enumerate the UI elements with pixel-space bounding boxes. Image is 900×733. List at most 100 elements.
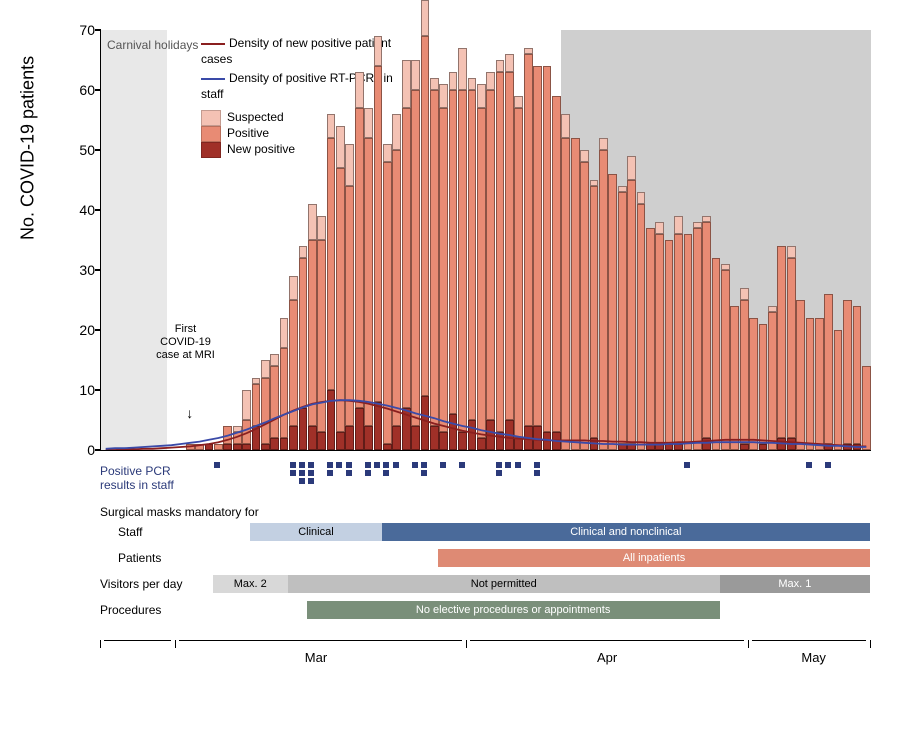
bar <box>336 126 345 450</box>
staff-dot <box>308 478 314 484</box>
y-tick-label: 60 <box>70 82 95 98</box>
masks-heading: Surgical masks mandatory for <box>100 505 259 519</box>
staff-dot <box>214 462 220 468</box>
background-region <box>101 30 167 450</box>
month-label: May <box>801 650 826 665</box>
y-axis-label: No. COVID-19 patients <box>18 56 39 240</box>
staff-dot <box>393 462 399 468</box>
y-tick-label: 10 <box>70 382 95 398</box>
bar <box>740 288 749 450</box>
bar <box>608 174 617 450</box>
bar <box>186 444 195 450</box>
bar <box>552 96 561 450</box>
staff-dot <box>534 470 540 476</box>
bar <box>214 444 223 450</box>
staff-dot <box>496 470 502 476</box>
bar <box>421 0 430 450</box>
bar <box>796 300 805 450</box>
staff-dot <box>327 462 333 468</box>
staff-dot <box>412 462 418 468</box>
staff-dot <box>365 470 371 476</box>
bar <box>590 180 599 450</box>
bar <box>496 60 505 450</box>
bar <box>853 306 862 450</box>
bar <box>637 192 646 450</box>
staff-dot <box>684 462 690 468</box>
staff-dot <box>421 470 427 476</box>
y-tick-label: 70 <box>70 22 95 38</box>
timeline-row-label: Staff <box>118 525 142 539</box>
bar <box>561 114 570 450</box>
bar <box>618 186 627 450</box>
staff-dot <box>825 462 831 468</box>
first-case-annotation: First COVID-19 case at MRI <box>156 323 216 363</box>
bar <box>252 378 261 450</box>
bar <box>627 156 636 450</box>
month-label: Apr <box>597 650 617 665</box>
bar <box>242 390 251 450</box>
plot-area: Carnival holidays Density of new positiv… <box>100 30 871 451</box>
bar <box>702 216 711 450</box>
covid-chart: No. COVID-19 patients Carnival holidays … <box>20 20 880 713</box>
bar <box>759 324 768 450</box>
timeline-bar: No elective procedures or appointments <box>307 601 720 619</box>
staff-dot <box>806 462 812 468</box>
legend-series: Suspected Positive New positive <box>201 110 295 158</box>
bar <box>327 114 336 450</box>
timeline-bar: All inpatients <box>438 549 870 567</box>
month-axis: MarAprMay <box>100 640 870 660</box>
staff-dot <box>299 462 305 468</box>
bar <box>543 66 552 450</box>
bar <box>345 144 354 450</box>
bar <box>514 96 523 450</box>
bar <box>383 144 392 450</box>
bar <box>693 222 702 450</box>
y-tick-label: 30 <box>70 262 95 278</box>
bar <box>777 246 786 450</box>
bar <box>843 300 852 450</box>
timeline-bar: Clinical <box>250 523 381 541</box>
bar <box>599 138 608 450</box>
bar <box>299 246 308 450</box>
staff-dot <box>327 470 333 476</box>
y-tick-label: 50 <box>70 142 95 158</box>
bar <box>684 234 693 450</box>
bar <box>806 318 815 450</box>
bar <box>655 222 664 450</box>
staff-dot <box>308 462 314 468</box>
month-label: Mar <box>305 650 327 665</box>
staff-dot <box>299 478 305 484</box>
bar <box>815 318 824 450</box>
bar <box>477 84 486 450</box>
bar <box>374 36 383 450</box>
legend-density: Density of new positive patient cases De… <box>201 36 401 102</box>
staff-dot <box>440 462 446 468</box>
bar <box>787 246 796 450</box>
bar <box>402 60 411 450</box>
bar <box>768 306 777 450</box>
bar <box>392 114 401 450</box>
bar <box>364 108 373 450</box>
bar <box>449 72 458 450</box>
staff-dot <box>505 462 511 468</box>
bar <box>580 150 589 450</box>
bar <box>665 240 674 450</box>
staff-dot <box>299 470 305 476</box>
staff-dot <box>308 470 314 476</box>
bar <box>486 72 495 450</box>
bar <box>280 318 289 450</box>
bar <box>721 264 730 450</box>
arrow-down-icon: ↓ <box>186 406 193 420</box>
bar <box>458 48 467 450</box>
bar <box>674 216 683 450</box>
timeline-bar: Not permitted <box>288 575 720 593</box>
bar <box>862 366 871 450</box>
bar <box>355 72 364 450</box>
timeline-bar: Max. 2 <box>213 575 288 593</box>
bar <box>195 444 204 450</box>
y-tick-label: 0 <box>70 442 95 458</box>
bar <box>730 306 739 450</box>
timeline-row-label: Procedures <box>100 603 161 617</box>
staff-dot <box>534 462 540 468</box>
staff-dot <box>496 462 502 468</box>
